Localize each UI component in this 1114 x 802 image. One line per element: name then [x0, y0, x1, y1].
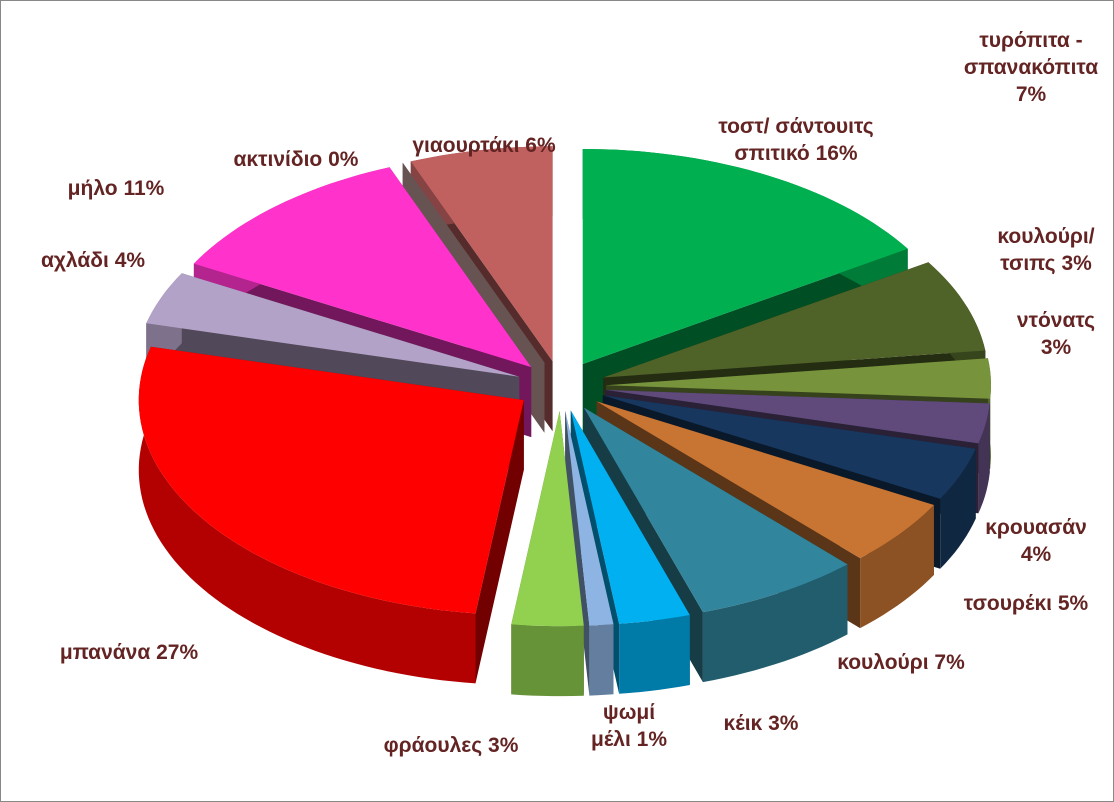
value-label: 1% [636, 728, 668, 751]
value-label: 3% [768, 712, 799, 735]
category-label: κουλούρι/ τσιπς [997, 225, 1095, 275]
slice-side [940, 448, 976, 569]
slice [511, 411, 584, 627]
category-label: κέικ [723, 712, 763, 735]
category-label: κουλούρι [837, 651, 929, 674]
slice [146, 273, 520, 377]
data-label: ψωμί μέλι 1% [584, 699, 674, 753]
category-label: φράουλες [383, 734, 483, 757]
slice-side [702, 564, 848, 683]
category-label: ακτινίδιο [233, 148, 323, 171]
data-label: κέικ 3% [681, 710, 841, 737]
slice [138, 346, 524, 684]
slice [410, 146, 553, 362]
slice [605, 389, 990, 444]
data-label: τοστ/ σάντουιτς σπιτικό 16% [686, 113, 906, 167]
category-label: γιαουρτάκι [412, 134, 520, 157]
slice [193, 167, 532, 368]
category-label: μπανάνα [59, 641, 151, 664]
data-label: τσουρέκι 5% [916, 590, 1113, 617]
slice-side [511, 624, 584, 697]
value-label: 3% [488, 734, 519, 757]
slice [570, 410, 690, 624]
slice-side [589, 624, 614, 696]
data-label: ακτινίδιο 0% [196, 146, 396, 173]
value-label: 5% [1057, 592, 1089, 615]
value-label: 7% [1015, 83, 1047, 106]
data-label: ντόνατς 3% [1001, 307, 1111, 361]
data-label: φράουλες 3% [341, 732, 561, 759]
value-label: 27% [156, 641, 199, 664]
value-label: 4% [1020, 543, 1052, 566]
slice-side [619, 615, 690, 694]
slice [138, 346, 524, 614]
slice [596, 401, 934, 559]
data-label: κουλούρι 7% [791, 649, 1011, 676]
value-label: 16% [815, 142, 858, 165]
data-label: τυρόπιτα - σπανακόπιτα 7% [956, 27, 1106, 108]
value-label: 3% [1040, 336, 1072, 359]
category-label: μήλο [67, 177, 118, 200]
category-label: τσουρέκι [963, 592, 1052, 615]
slice [511, 411, 584, 697]
data-label: γιαουρτάκι 6% [374, 132, 594, 159]
category-label: τυρόπιτα - σπανακόπιτα [963, 29, 1099, 79]
slice-side [860, 505, 934, 629]
category-label: ψωμί μέλι [590, 701, 656, 751]
data-label: μπανάνα 27% [19, 639, 239, 666]
value-label: 4% [114, 249, 146, 272]
slice [606, 358, 991, 399]
slice [565, 411, 614, 626]
data-label: αχλάδι 4% [13, 247, 173, 274]
value-label: 3% [1061, 252, 1092, 275]
slice [603, 262, 986, 378]
value-label: 6% [525, 134, 556, 157]
slice [583, 407, 848, 613]
value-label: 11% [123, 177, 165, 200]
category-label: κρουασάν [985, 516, 1087, 539]
data-label: κρουασάν 4% [976, 514, 1096, 568]
value-label: 7% [934, 651, 965, 674]
category-label: αχλάδι [40, 249, 109, 272]
slice-side [978, 403, 990, 514]
data-label: κουλούρι/ τσιπς 3% [981, 223, 1111, 277]
slice-side [475, 400, 524, 684]
slice [582, 149, 908, 364]
value-label: 0% [328, 148, 359, 171]
category-label: τοστ/ σάντουιτς σπιτικό [718, 115, 874, 165]
slice [602, 395, 976, 499]
slice-side [138, 346, 476, 684]
category-label: ντόνατς [1016, 309, 1096, 332]
data-label: μήλο 11% [36, 175, 196, 202]
